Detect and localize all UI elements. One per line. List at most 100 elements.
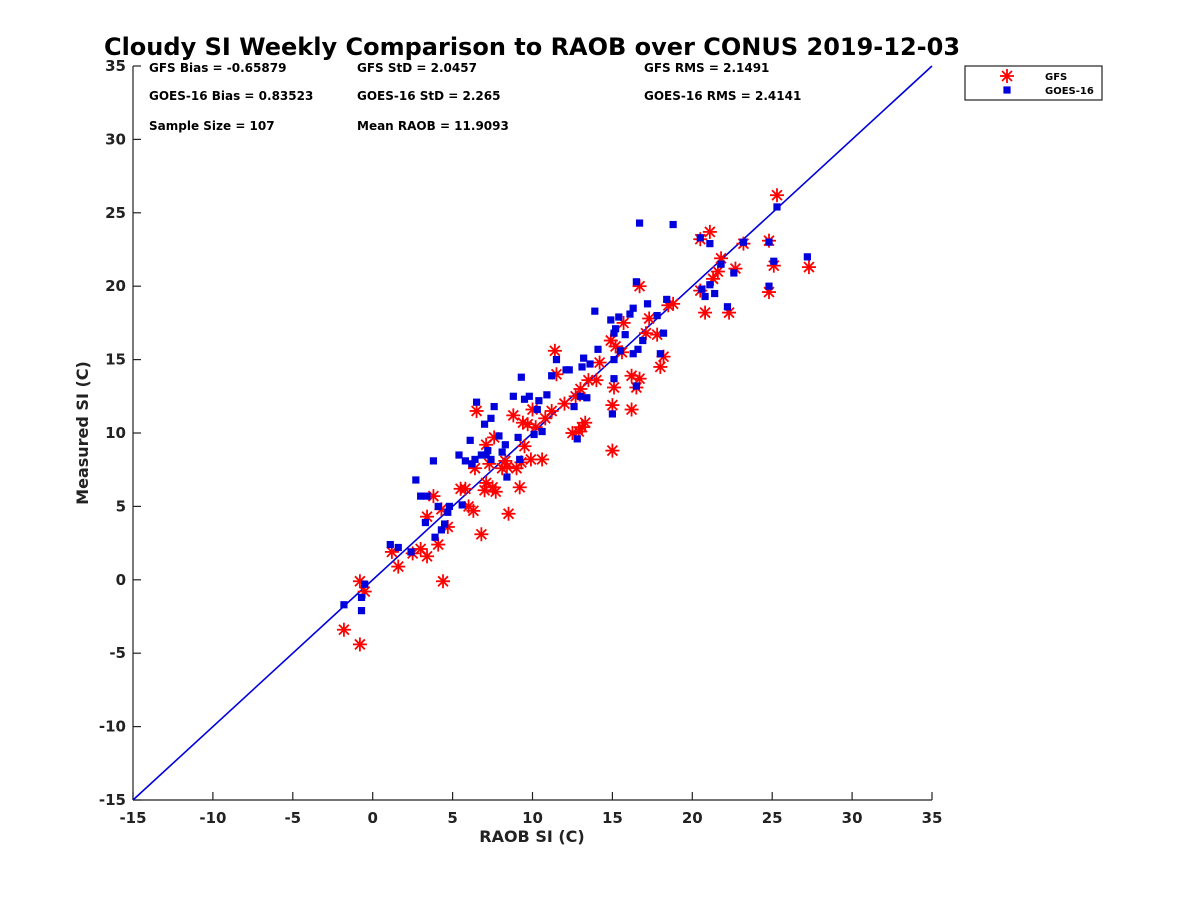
data-point (434, 502, 442, 510)
data-point (711, 289, 719, 298)
data-point (801, 260, 816, 275)
data-point (495, 432, 503, 440)
data-point (653, 359, 668, 374)
data-point (490, 402, 498, 411)
data-point (653, 311, 661, 320)
data-point (431, 537, 446, 552)
data-point (629, 350, 637, 358)
data-point (517, 373, 525, 381)
data-point (533, 405, 541, 414)
stat-text: Sample Size = 107 (149, 119, 275, 133)
data-point (516, 455, 524, 464)
data-point (624, 402, 639, 417)
x-tick-label: 25 (762, 809, 783, 827)
data-point (717, 260, 725, 268)
data-point (557, 396, 572, 411)
data-point (702, 224, 717, 239)
data-point (634, 345, 642, 353)
data-point (466, 436, 474, 444)
data-point (394, 543, 402, 552)
data-point (739, 238, 748, 246)
data-point (469, 403, 484, 418)
data-point (589, 373, 604, 388)
data-point (498, 448, 506, 456)
data-point (594, 345, 602, 353)
x-tick-label: 10 (522, 809, 543, 827)
data-point (501, 441, 509, 449)
data-point (525, 392, 533, 400)
data-point (487, 414, 495, 422)
data-point (520, 395, 529, 403)
data-point (458, 501, 466, 509)
stats-annotations: GFS Bias = -0.65879 GFS StD = 2.0457 GFS R… (149, 61, 801, 133)
data-point (499, 459, 514, 474)
data-point (769, 188, 784, 203)
data-point (488, 484, 503, 499)
data-point (336, 622, 351, 637)
x-tick-label: 0 (367, 809, 377, 827)
data-point (770, 257, 778, 265)
data-point (503, 473, 511, 481)
series-goes-16 (340, 203, 811, 615)
data-point (696, 234, 704, 242)
data-point (477, 451, 485, 459)
data-point (530, 430, 538, 439)
data-point (730, 269, 738, 277)
data-point (659, 329, 668, 337)
data-point (461, 457, 469, 465)
legend-box (964, 65, 1103, 101)
data-point (445, 502, 454, 510)
y-tick-label: 10 (105, 424, 126, 442)
data-point (357, 593, 366, 602)
data-point (632, 382, 640, 390)
x-tick-label: -15 (119, 809, 146, 827)
stat-text: GFS Bias = -0.65879 (149, 61, 286, 75)
data-point (420, 549, 435, 564)
data-point (361, 580, 369, 588)
legend-marker (1000, 69, 1014, 83)
x-axis-label: RAOB SI (C) (479, 827, 584, 846)
data-point (642, 311, 657, 326)
y-tick-label: -15 (99, 791, 126, 809)
data-point (606, 380, 621, 395)
chart-title: Cloudy SI Weekly Comparison to RAOB over… (104, 33, 960, 61)
data-point (573, 435, 581, 443)
y-tick-label: 5 (116, 497, 126, 515)
data-point (701, 292, 709, 301)
data-point (547, 343, 562, 358)
data-point (605, 443, 620, 458)
data-point (517, 439, 532, 454)
data-point (552, 356, 561, 364)
stat-text: Mean RAOB = 11.9093 (357, 119, 509, 133)
data-point (611, 325, 620, 333)
stat-text: GFS RMS = 2.1491 (644, 61, 769, 75)
data-point (487, 455, 495, 464)
data-point (583, 394, 591, 402)
data-point (765, 282, 773, 290)
data-point (444, 508, 452, 516)
x-tick-label: 5 (447, 809, 457, 827)
data-point (431, 533, 439, 541)
data-point (357, 607, 366, 615)
data-point (706, 240, 714, 248)
data-point (458, 481, 473, 496)
data-point (607, 316, 615, 324)
data-point (455, 451, 463, 459)
data-point (391, 559, 406, 574)
data-point (610, 375, 618, 383)
x-tick-label: -10 (199, 809, 226, 827)
data-point (352, 637, 367, 652)
data-point (441, 520, 449, 528)
data-point (635, 219, 644, 227)
data-point (501, 506, 516, 521)
legend-marker (1003, 86, 1011, 94)
data-point (472, 398, 481, 406)
data-point (610, 329, 618, 337)
data-point (592, 355, 607, 370)
data-point (548, 372, 556, 380)
stat-text: GOES-16 StD = 2.265 (357, 89, 500, 103)
data-point (576, 392, 585, 400)
data-points (336, 188, 816, 652)
y-tick-label: -5 (109, 644, 126, 662)
